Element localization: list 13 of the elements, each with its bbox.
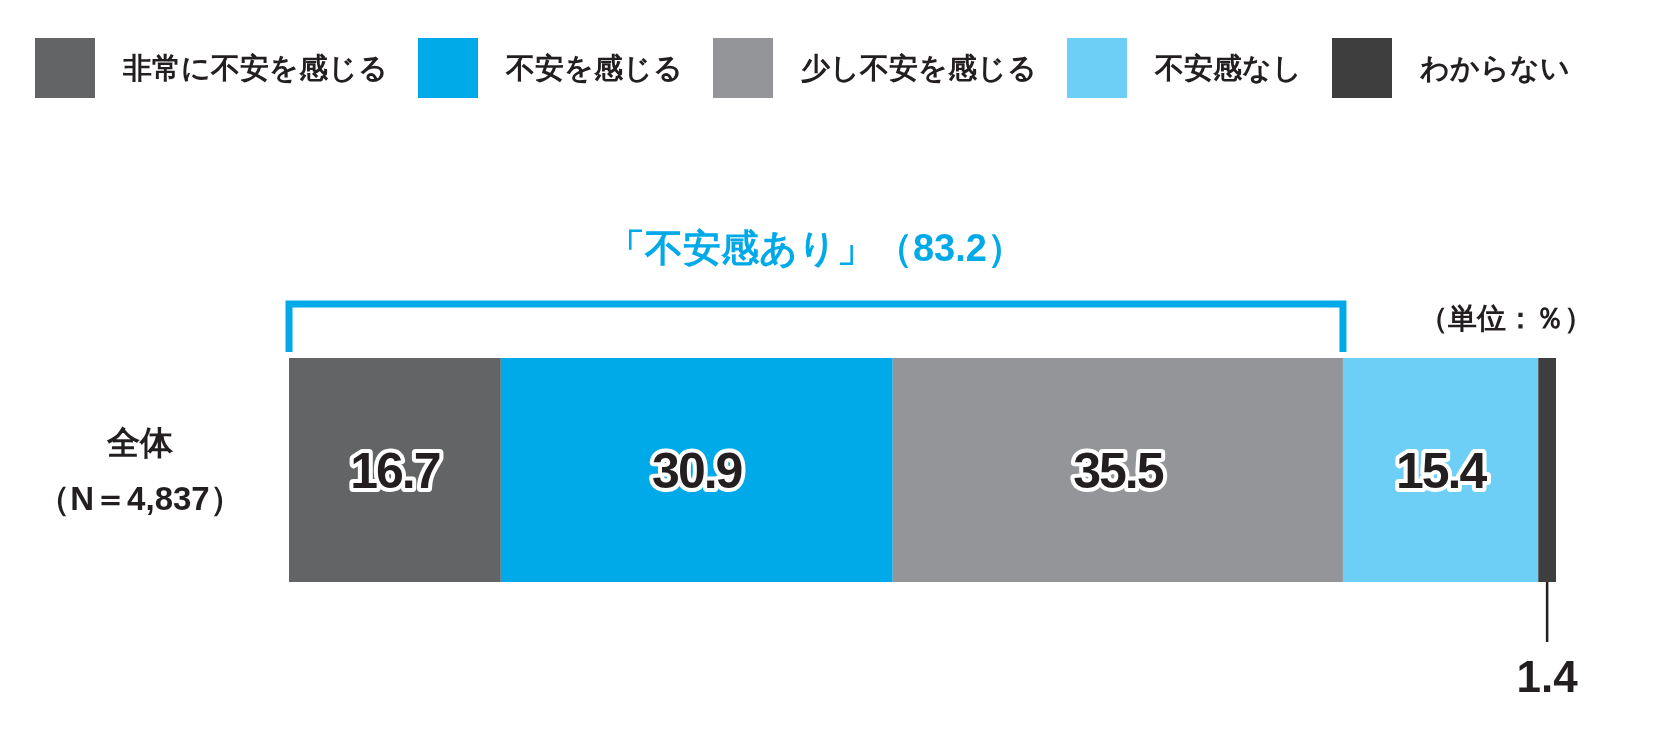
data-label: 1.4	[1516, 652, 1579, 701]
text: （単位：％）	[1419, 302, 1593, 334]
legend-label: 少し不安を感じる	[801, 52, 1037, 84]
data-label: 30.9	[652, 443, 742, 499]
legend-label: 非常に不安を感じる	[122, 52, 388, 84]
legend-label: 不安感なし	[1154, 52, 1302, 84]
text: 「不安感あり」（83.2）	[606, 227, 1025, 269]
legend-label: わからない	[1419, 52, 1570, 84]
y-tick-label: 全体（N＝4,837）	[37, 424, 243, 517]
data-label: 35.5	[1073, 443, 1164, 499]
data-label: 15.4	[1395, 443, 1488, 499]
data-label: 16.7	[350, 443, 440, 499]
legend-label: 不安を感じる	[505, 52, 683, 84]
